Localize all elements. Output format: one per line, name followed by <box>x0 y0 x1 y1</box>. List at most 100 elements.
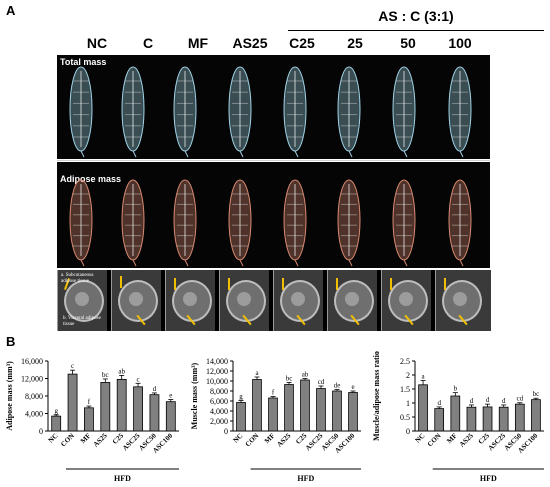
header-c25: C25 <box>289 35 315 51</box>
bar-asc50 <box>332 390 342 432</box>
bar-con <box>67 373 78 432</box>
strip-divider <box>57 160 490 161</box>
significance-letter: bc <box>533 390 540 398</box>
x-tick-label: CON <box>244 432 261 449</box>
y-tick-label: 12,000 <box>21 375 43 384</box>
y-tick-label: 8,000 <box>25 392 43 401</box>
bar-c25 <box>116 378 127 432</box>
bar-asc25 <box>316 388 326 432</box>
header-50: 50 <box>400 35 416 51</box>
mouse-scan-50 <box>392 179 416 267</box>
hfd-label: HFD <box>480 474 497 483</box>
scan-label-subcutaneous: a. Subcutaneous adipose tissue <box>61 273 94 284</box>
x-tick-label: NC <box>47 432 60 445</box>
mouse-scan-100 <box>448 66 472 158</box>
y-tick-label: 8,000 <box>210 387 228 396</box>
header-mf: MF <box>187 35 209 51</box>
significance-letter: d <box>502 397 506 405</box>
adipose-mass-chart: 0 4,000 8,000 12,000 16,000 Adipose mass (mm³… <box>5 357 179 483</box>
y-tick-label: 10,000 <box>206 377 228 386</box>
y-axis-label: Adipose mass (mm³) <box>5 361 14 431</box>
significance-letter: cd <box>517 395 524 403</box>
significance-letter: c <box>71 362 74 370</box>
y-tick-label: 0 <box>224 427 228 436</box>
x-tick-label: CON <box>59 432 76 449</box>
significance-letter: a <box>422 373 426 381</box>
significance-letter: g <box>239 393 243 401</box>
significance-letter: d <box>153 385 157 393</box>
bar-mf <box>450 395 461 432</box>
hfd-label: HFD <box>297 474 314 483</box>
significance-letter: f <box>88 398 91 406</box>
y-tick-label: 6,000 <box>210 397 228 406</box>
bar-c25 <box>300 379 310 432</box>
ct-scan-c <box>111 270 161 331</box>
significance-letter: b <box>454 385 458 393</box>
significance-letter: bc <box>102 371 109 379</box>
mouse-scan-c25 <box>283 179 307 267</box>
bar-asc100 <box>348 392 358 432</box>
x-tick-label: AS25 <box>92 431 109 448</box>
ct-cross-section-row: a. Subcutaneous adipose tissue b. Viscer… <box>57 270 491 331</box>
mouse-scan-as25 <box>228 66 252 158</box>
bar-asc50 <box>149 394 160 432</box>
total-mass-scans <box>69 66 472 158</box>
mouse-scan-c25 <box>283 66 307 158</box>
y-tick-label: 2.5 <box>400 357 410 366</box>
total-mass-title: Total mass <box>60 57 107 67</box>
significance-letter: d <box>437 399 441 407</box>
ratio-chart: 0 0.5 1 1.5 2 2.5 Muscle/adipose mass ratio a NC… <box>372 351 544 483</box>
significance-letter: cd <box>318 378 325 386</box>
significance-letter: d <box>486 396 490 404</box>
mouse-scan-50 <box>392 66 416 158</box>
hfd-label: HFD <box>114 474 131 483</box>
mouse-scan-mf <box>173 179 197 267</box>
panel-b-letter: B <box>6 334 16 349</box>
significance-letter: f <box>272 389 275 397</box>
y-tick-label: 2 <box>406 371 410 380</box>
ct-scan-100 <box>435 270 491 331</box>
bar-as25 <box>284 384 294 432</box>
panel-a-letter: A <box>6 3 16 18</box>
ct-scan-50 <box>381 270 431 331</box>
mouse-scan-nc <box>69 66 93 158</box>
mouse-scan-as25 <box>228 179 252 267</box>
mouse-scan-25 <box>337 179 361 267</box>
bar-nc <box>236 402 246 432</box>
y-axis-label: Muscle mass (mm³) <box>190 362 199 429</box>
significance-letter: d <box>470 397 474 405</box>
bar-asc25 <box>133 386 143 432</box>
bar-as25 <box>100 382 111 432</box>
mouse-scan-100 <box>448 179 472 267</box>
x-tick-label: CON <box>426 432 443 449</box>
header-100: 100 <box>448 35 472 51</box>
mouse-scan-mf <box>173 66 197 158</box>
bar-asc50 <box>514 403 525 432</box>
header-nc: NC <box>86 35 108 51</box>
y-tick-label: 0 <box>406 427 410 436</box>
bar-nc <box>51 415 62 432</box>
ct-scan-as25 <box>219 270 269 331</box>
significance-letter: c <box>137 375 140 383</box>
significance-letter: ab <box>302 371 309 379</box>
significance-letter: e <box>169 392 172 400</box>
significance-letter: g <box>54 407 58 415</box>
ct-scan-nc <box>57 270 107 331</box>
significance-letter: bc <box>286 375 293 383</box>
x-tick-label: AS25 <box>275 431 292 448</box>
y-tick-label: 12,000 <box>206 367 228 376</box>
y-tick-label: 16,000 <box>21 357 43 366</box>
bar-mf <box>268 397 278 432</box>
bar-c25 <box>482 406 493 432</box>
scan-label-visceral: b. Visceral adipose tissue <box>63 316 101 327</box>
bar-asc25 <box>498 406 509 432</box>
mouse-scan-c <box>121 66 145 158</box>
bar-asc100 <box>165 401 176 432</box>
bar-asc100 <box>531 399 541 432</box>
ct-scan-mf <box>165 270 215 331</box>
x-tick-label: MF <box>79 432 92 445</box>
mouse-scan-c <box>121 179 145 267</box>
header-c: C <box>142 35 154 51</box>
adipose-mass-scans <box>69 179 472 267</box>
